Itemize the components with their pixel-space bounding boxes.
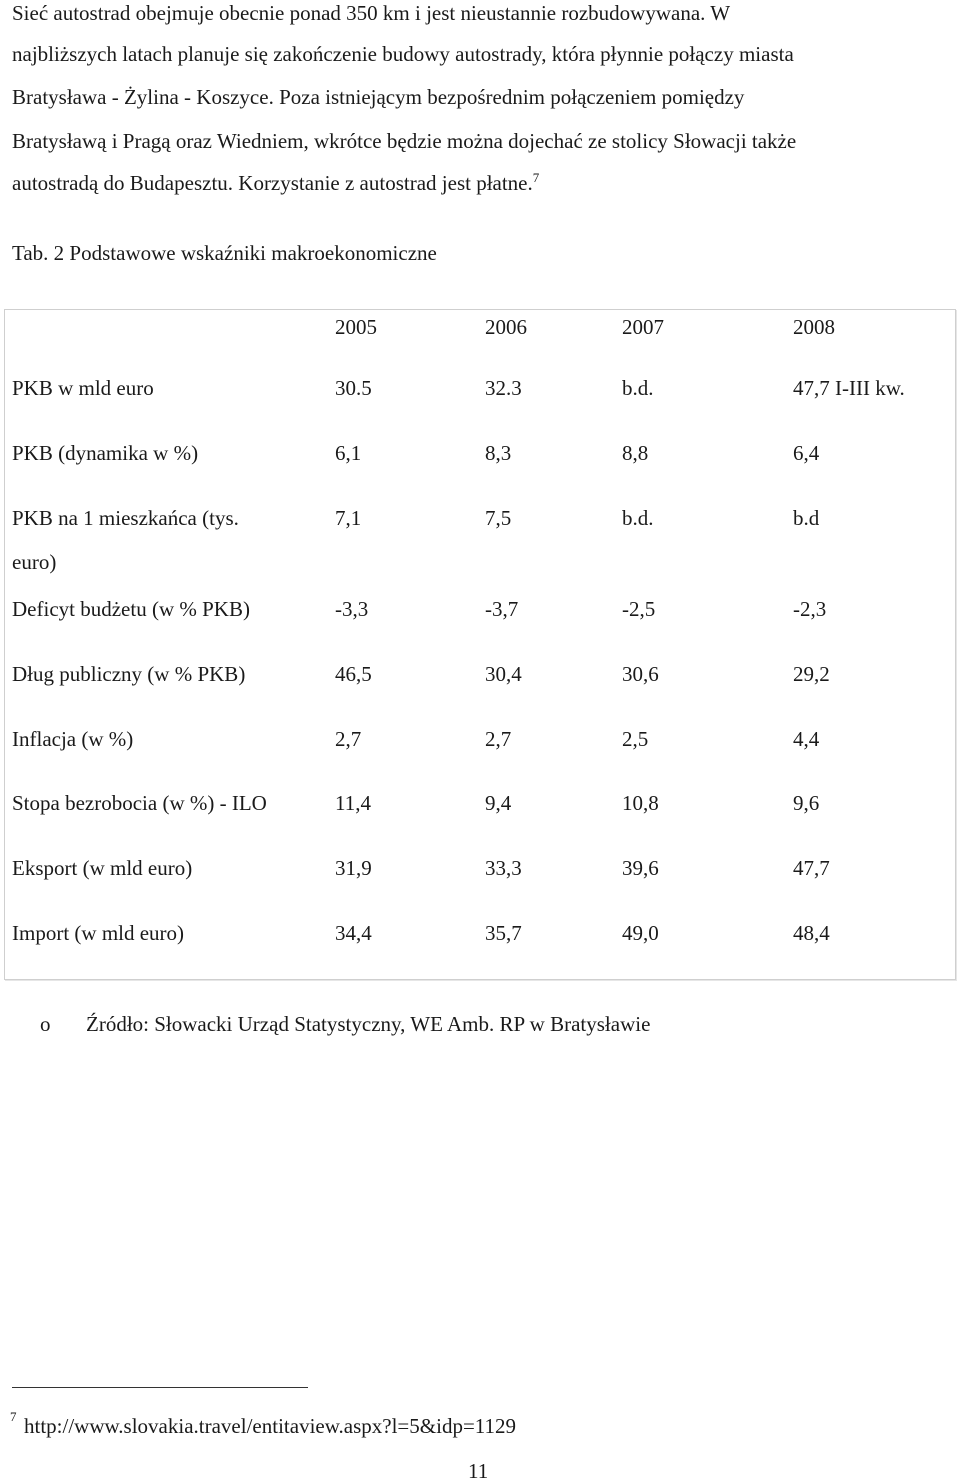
table-cell: 46,5	[335, 662, 372, 686]
year-header: 2006	[485, 315, 527, 339]
row-label: Inflacja (w %)	[12, 727, 134, 751]
table-cell: b.d.	[622, 506, 654, 530]
row-label: Dług publiczny (w % PKB)	[12, 662, 246, 686]
table-cell: 31,9	[335, 856, 372, 880]
paragraph-line: Bratysławą i Pragą oraz Wiedniem, wkrótc…	[12, 129, 797, 153]
table-cell: 9,6	[793, 791, 820, 815]
table-cell: 39,6	[622, 856, 659, 880]
row-label: PKB na 1 mieszkańca (tys.	[12, 506, 239, 530]
paragraph-text: autostradą do Budapesztu. Korzystanie z …	[12, 171, 533, 195]
table-cell: 47,7 I-III kw.	[793, 376, 905, 400]
table-cell: 7,1	[335, 506, 362, 530]
table-cell: 34,4	[335, 921, 372, 945]
paragraph-line: autostradą do Budapesztu. Korzystanie z …	[12, 170, 540, 195]
table-cell: b.d	[793, 506, 820, 530]
table-cell: -3,3	[335, 597, 369, 621]
row-label-continuation: euro)	[12, 550, 57, 574]
table-caption: Tab. 2 Podstawowe wskaźniki makroekonomi…	[12, 241, 437, 265]
row-label: PKB w mld euro	[12, 376, 154, 400]
table-cell: -2,3	[793, 597, 827, 621]
table-cell: 2,5	[622, 727, 649, 751]
table-cell: 30,4	[485, 662, 522, 686]
table-cell: 10,8	[622, 791, 659, 815]
table-cell: 7,5	[485, 506, 512, 530]
footnote-link[interactable]: http://www.slovakia.travel/entitaview.as…	[24, 1414, 517, 1438]
table-cell: 29,2	[793, 662, 830, 686]
source-note: Źródło: Słowacki Urząd Statystyczny, WE …	[86, 1012, 651, 1036]
year-header: 2008	[793, 315, 835, 339]
row-label: Import (w mld euro)	[12, 921, 185, 945]
paragraph-line: Bratysława - Żylina - Koszyce. Poza istn…	[12, 85, 745, 109]
table-cell: 6,4	[793, 441, 820, 465]
table-cell: 6,1	[335, 441, 362, 465]
year-header: 2005	[335, 315, 377, 339]
table-cell: 9,4	[485, 791, 512, 815]
macro-indicators-table: 2005 2006 2007 2008 PKB w mld euro 30.5 …	[4, 309, 956, 980]
table-cell: -2,5	[622, 597, 656, 621]
table-cell: 32.3	[485, 376, 522, 400]
table-cell: -3,7	[485, 597, 519, 621]
table-cell: 8,8	[622, 441, 649, 465]
table-cell: 49,0	[622, 921, 659, 945]
table-cell: 35,7	[485, 921, 522, 945]
page-number: 11	[468, 1459, 489, 1483]
table-cell: 33,3	[485, 856, 522, 880]
footnote-mark: 7	[10, 1409, 17, 1424]
row-label: PKB (dynamika w %)	[12, 441, 199, 465]
table-cell: 2,7	[335, 727, 362, 751]
table-cell: 4,4	[793, 727, 820, 751]
table-cell: 47,7	[793, 856, 830, 880]
list-bullet: o	[40, 1012, 51, 1036]
table-cell: b.d.	[622, 376, 654, 400]
footnote-divider	[12, 1387, 308, 1388]
paragraph-line: najbliższych latach planuje się zakończe…	[12, 42, 794, 66]
year-header: 2007	[622, 315, 664, 339]
table-cell: 2,7	[485, 727, 512, 751]
table-cell: 30,6	[622, 662, 659, 686]
row-label: Deficyt budżetu (w % PKB)	[12, 597, 250, 621]
paragraph-line: Sieć autostrad obejmuje obecnie ponad 35…	[12, 1, 731, 25]
table-cell: 8,3	[485, 441, 512, 465]
footnote-reference: 7	[532, 170, 540, 185]
table-cell: 30.5	[335, 376, 372, 400]
row-label: Eksport (w mld euro)	[12, 856, 193, 880]
table-cell: 11,4	[335, 791, 371, 815]
table-cell: 48,4	[793, 921, 830, 945]
row-label: Stopa bezrobocia (w %) - ILO	[12, 791, 267, 815]
